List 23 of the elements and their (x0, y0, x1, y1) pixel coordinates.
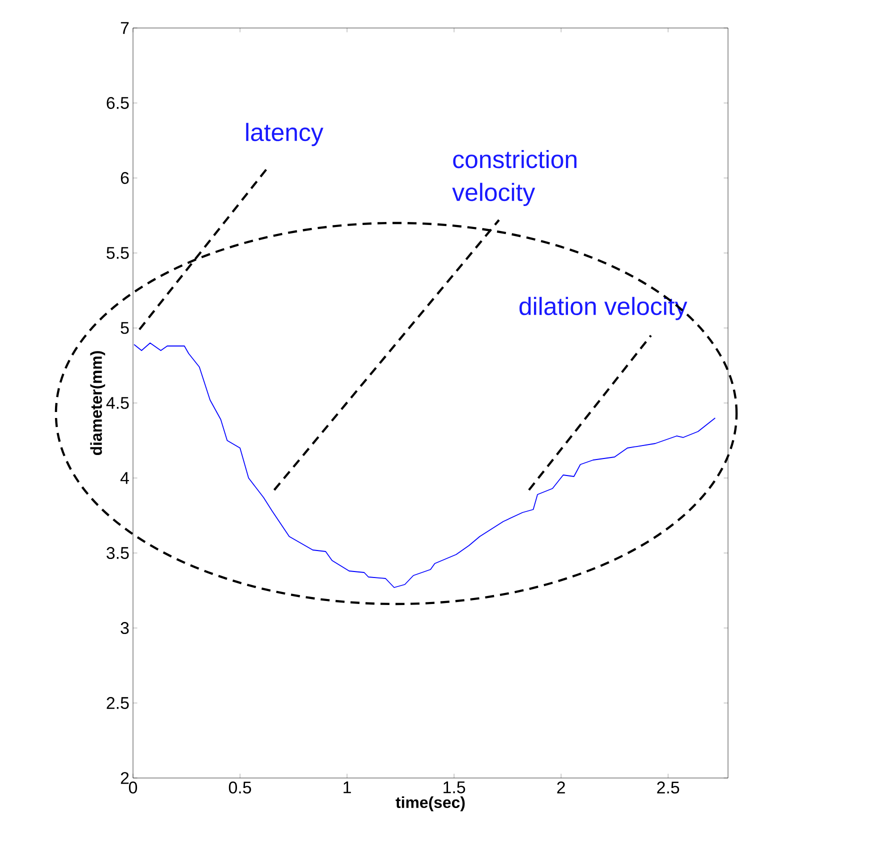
annotation: latency (246, 122, 324, 146)
y-tick-label: 6 (120, 172, 129, 184)
x-tick-label: 1.5 (444, 782, 466, 794)
x-tick-label: 0.5 (228, 782, 252, 794)
y-tick-label: 7 (120, 22, 129, 34)
y-tick-label: 5 (120, 322, 129, 334)
x-tick-label: 1 (344, 782, 351, 794)
x-tick-label: 2.5 (657, 782, 680, 794)
x-axis-title: time(sec) (396, 796, 465, 812)
y-tick-label: 3 (120, 622, 129, 634)
y-tick-label: 2.5 (106, 697, 129, 709)
y-tick-label: 5.5 (106, 247, 129, 259)
annotation: constriction velocity (452, 150, 576, 206)
y-axis-title: diameter(mm) (90, 351, 106, 456)
y-tick-label: 4 (120, 472, 129, 484)
y-tick-label: 2 (120, 772, 129, 784)
y-tick-label: 6.5 (106, 97, 129, 109)
x-tick-label: 2 (557, 782, 565, 794)
y-tick-label: 3.5 (106, 547, 129, 559)
annotation: dilation velocity (520, 296, 688, 320)
y-tick-label: 4.5 (106, 397, 129, 409)
x-tick-label: 0 (128, 782, 138, 794)
line-series (134, 342, 716, 588)
